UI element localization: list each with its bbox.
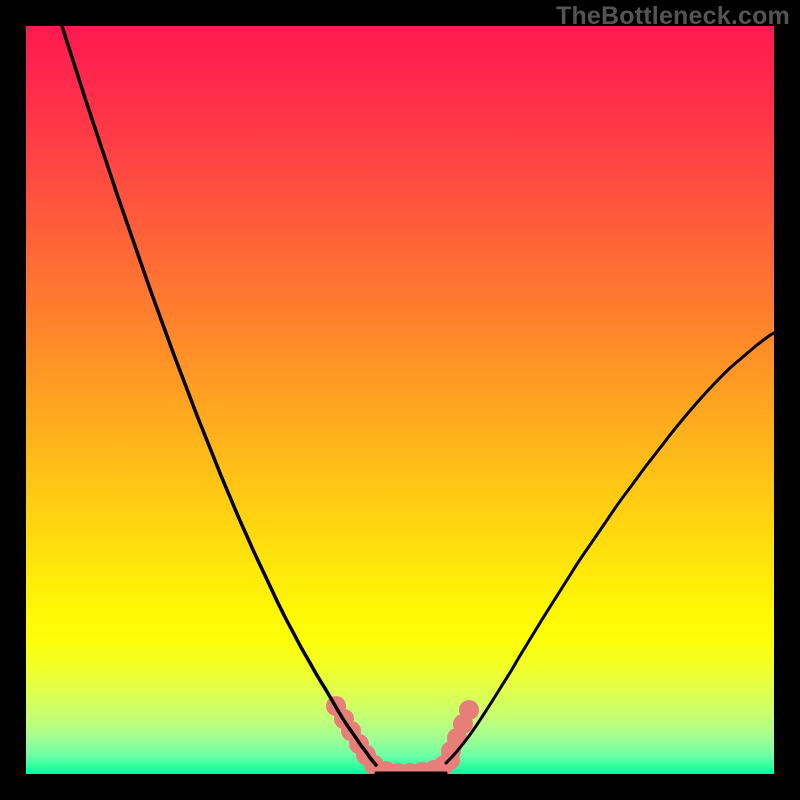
- marker-dots: [326, 696, 479, 774]
- curve-layer: [26, 26, 774, 774]
- chart-frame: TheBottleneck.com: [0, 0, 800, 800]
- plot-area: [26, 26, 774, 774]
- watermark-text: TheBottleneck.com: [556, 2, 790, 31]
- curve-right: [446, 333, 774, 763]
- curve-left: [62, 26, 376, 765]
